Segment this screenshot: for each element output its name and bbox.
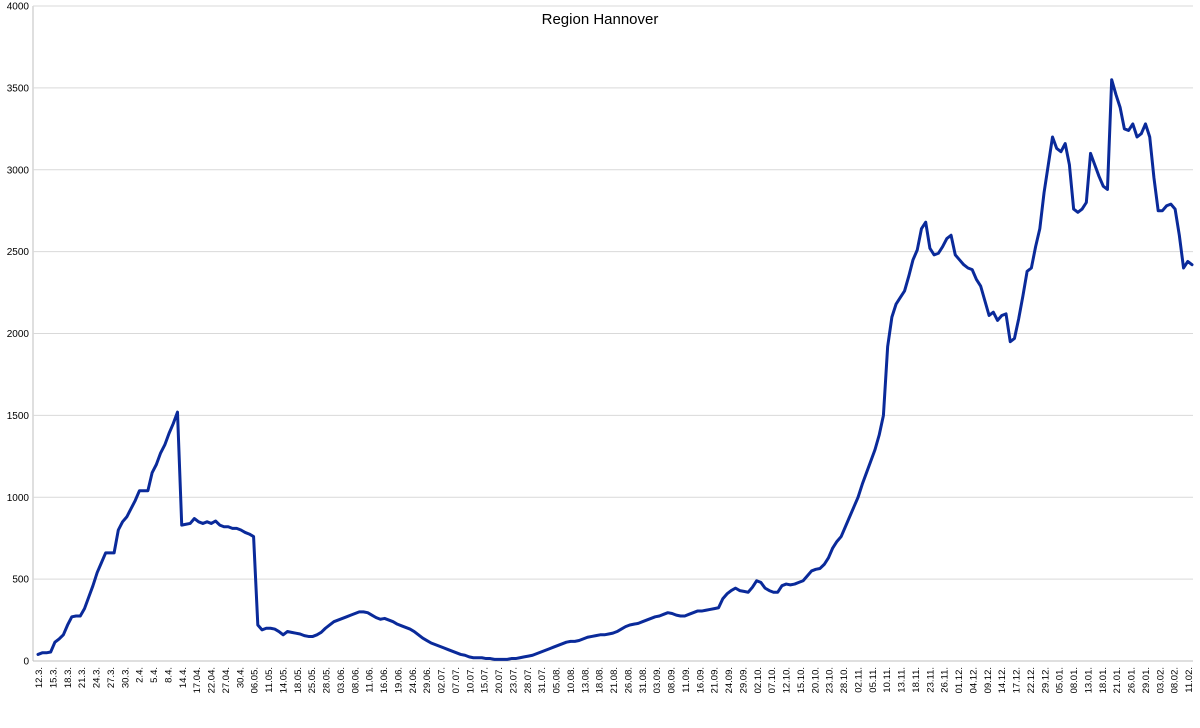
x-tick-label: 18.11. (911, 667, 922, 693)
x-tick-label: 24.3. (92, 667, 103, 688)
x-tick-label: 22.12. (1026, 667, 1037, 693)
x-tick-label: 12.10. (782, 667, 793, 693)
x-tick-label: 21.09. (710, 667, 721, 693)
x-tick-label: 02.07. (437, 667, 448, 693)
y-tick-label: 3500 (7, 83, 30, 94)
y-tick-label: 3000 (7, 165, 30, 176)
x-tick-label: 2.4. (135, 667, 146, 683)
x-tick-label: 17.04. (192, 667, 203, 693)
x-tick-label: 11.02. (1184, 667, 1195, 693)
x-tick-label: 28.10. (839, 667, 850, 693)
x-tick-label: 24.06. (408, 667, 419, 693)
series-line (36, 78, 1194, 661)
x-tick-label: 15.3. (48, 667, 59, 688)
x-tick-label: 21.08. (609, 667, 620, 693)
x-tick-label: 29.06. (422, 667, 433, 693)
x-tick-label: 30.3. (120, 667, 131, 688)
x-tick-label: 14.4. (178, 667, 189, 688)
y-tick-label: 2500 (7, 247, 30, 258)
x-tick-label: 21.01. (1112, 667, 1123, 693)
x-tick-label: 06.05. (250, 667, 261, 693)
x-tick-label: 18.05. (293, 667, 304, 693)
x-tick-label: 13.08. (580, 667, 591, 693)
x-tick-label: 26.08. (623, 667, 634, 693)
x-tick-label: 23.10. (825, 667, 836, 693)
x-tick-label: 18.01. (1098, 667, 1109, 693)
x-tick-label: 19.06. (393, 667, 404, 693)
x-tick-label: 21.3. (77, 667, 88, 688)
x-tick-label: 5.4. (149, 667, 160, 683)
x-tick-label: 24.09. (724, 667, 735, 693)
x-tick-label: 8.4. (163, 667, 174, 683)
x-tick-label: 16.09. (695, 667, 706, 693)
x-tick-label: 13.01. (1083, 667, 1094, 693)
y-tick-label: 2000 (7, 329, 30, 340)
x-tick-label: 31.08. (638, 667, 649, 693)
y-axis-tick-labels: 0 500 1000 1500 2000 2500 3000 3500 4000 (7, 2, 30, 668)
x-tick-label: 27.04. (221, 667, 232, 693)
x-tick-label: 11.05. (264, 667, 275, 693)
x-tick-label: 05.08. (552, 667, 563, 693)
x-tick-label: 11.06. (365, 667, 376, 693)
x-tick-label: 09.12. (983, 667, 994, 693)
x-tick-label: 23.07. (508, 667, 519, 693)
x-tick-label: 14.05. (278, 667, 289, 693)
x-tick-label: 15.07. (480, 667, 491, 693)
x-tick-label: 31.07. (537, 667, 548, 693)
x-tick-label: 13.11. (897, 667, 908, 693)
x-tick-label: 30.4. (235, 667, 246, 688)
x-tick-label: 20.07. (494, 667, 505, 693)
x-tick-label: 02.10. (753, 667, 764, 693)
x-tick-label: 08.02. (1170, 667, 1181, 693)
x-tick-label: 29.01. (1141, 667, 1152, 693)
x-tick-label: 05.11. (868, 667, 879, 693)
gridlines (32, 5, 1193, 662)
x-tick-label: 27.3. (106, 667, 117, 688)
x-tick-label: 08.01. (1069, 667, 1080, 693)
x-tick-label: 04.12. (968, 667, 979, 693)
x-tick-label: 22.04. (207, 667, 218, 693)
x-tick-label: 03.02. (1155, 667, 1166, 693)
y-tick-label: 4000 (7, 2, 30, 13)
x-tick-label: 05.01. (1055, 667, 1066, 693)
y-tick-label: 1000 (7, 493, 30, 504)
y-tick-label: 500 (12, 575, 29, 586)
x-tick-label: 14.12. (997, 667, 1008, 693)
x-tick-label: 18.08. (595, 667, 606, 693)
x-tick-label: 12.3. (34, 667, 45, 688)
x-tick-label: 02.11. (853, 667, 864, 693)
x-tick-label: 26.11. (940, 667, 951, 693)
x-tick-label: 15.10. (796, 667, 807, 693)
x-tick-label: 18.3. (63, 667, 74, 688)
x-tick-label: 23.11. (925, 667, 936, 693)
y-tick-label: 0 (23, 657, 29, 668)
x-tick-label: 10.07. (465, 667, 476, 693)
x-tick-label: 28.07. (523, 667, 534, 693)
y-tick-label: 1500 (7, 411, 30, 422)
x-axis-tick-labels: 12.3. 15.3. 18.3. 21.3. 24.3. 27.3. 30.3. 2.4. 5… (34, 667, 1195, 693)
x-tick-label: 10.11. (882, 667, 893, 693)
x-tick-label: 11.09. (681, 667, 692, 693)
x-tick-label: 01.12. (954, 667, 965, 693)
x-tick-label: 25.05. (307, 667, 318, 693)
x-tick-label: 03.06. (336, 667, 347, 693)
x-tick-label: 07.10. (767, 667, 778, 693)
x-tick-label: 28.05. (322, 667, 333, 693)
x-tick-label: 26.01. (1127, 667, 1138, 693)
series-layer (36, 78, 1194, 661)
x-tick-label: 20.10. (810, 667, 821, 693)
x-tick-label: 08.09. (667, 667, 678, 693)
x-tick-label: 10.08. (566, 667, 577, 693)
x-tick-label: 08.06. (350, 667, 361, 693)
x-tick-label: 16.06. (379, 667, 390, 693)
x-tick-label: 07.07. (451, 667, 462, 693)
x-tick-label: 29.12. (1040, 667, 1051, 693)
x-tick-label: 03.09. (652, 667, 663, 693)
x-tick-label: 17.12. (1012, 667, 1023, 693)
x-tick-label: 29.09. (738, 667, 749, 693)
chart-title: Region Hannover (542, 11, 659, 28)
